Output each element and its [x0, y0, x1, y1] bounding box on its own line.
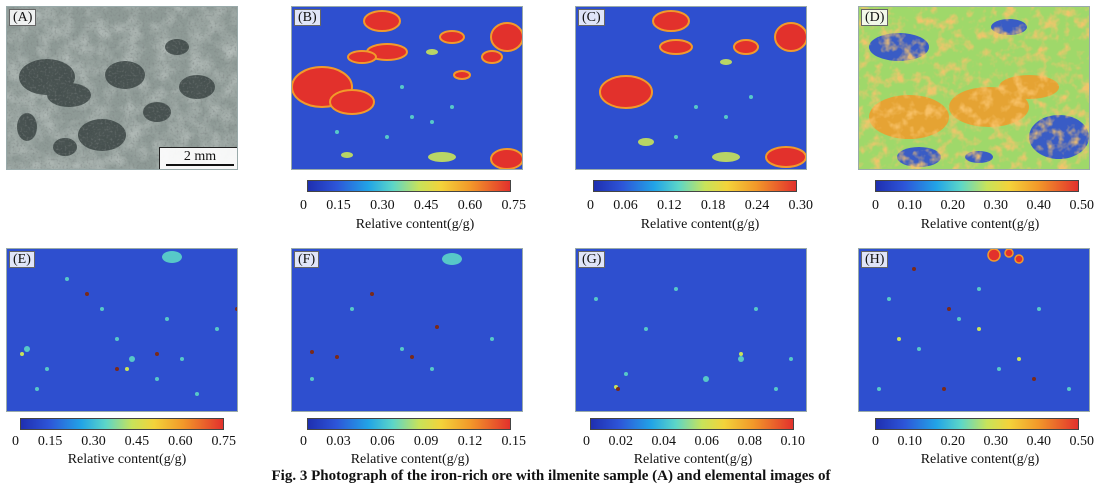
colorbar-c — [593, 180, 797, 192]
panel-g-elemental-map — [576, 249, 806, 411]
tick-label: 0.50 — [1069, 434, 1095, 449]
tick-label: 0 — [872, 198, 879, 213]
tick-label: 0.12 — [657, 198, 682, 213]
panel-b-elemental-map — [292, 7, 522, 169]
tick-label: 0 — [872, 434, 879, 449]
colorbar-d-label: Relative content(g/g) — [920, 217, 1040, 232]
tick-label: 0 — [587, 198, 594, 213]
tick-label: 0.09 — [413, 434, 439, 449]
colorbar-g-label: Relative content(g/g) — [633, 452, 753, 467]
tick-label: 0.15 — [501, 434, 526, 449]
tick-label: 0.45 — [413, 198, 439, 213]
panel-h-map: (H) — [858, 248, 1090, 412]
tick-label: 0.60 — [168, 434, 193, 449]
tick-label: 0.30 — [788, 198, 813, 213]
panel-f-map: (F) — [291, 248, 523, 412]
panel-f-label: (F) — [294, 251, 320, 268]
panel-d-map: (D) — [858, 6, 1090, 170]
colorbar-e-label: Relative content(g/g) — [67, 452, 187, 467]
figure-caption: Fig. 3 Photograph of the iron-rich ore w… — [271, 468, 831, 484]
colorbar-g-ticks: 0 0.02 0.04 0.06 0.08 0.10 — [583, 434, 805, 450]
panel-c-label: (C) — [578, 9, 605, 26]
tick-label: 0.06 — [694, 434, 720, 449]
colorbar-e — [20, 418, 224, 430]
panel-c-elemental-map — [576, 7, 806, 169]
panel-d-elemental-map — [859, 7, 1089, 169]
panel-b-map: (B) — [291, 6, 523, 170]
colorbar-h-label: Relative content(g/g) — [920, 452, 1040, 467]
tick-label: 0.02 — [608, 434, 634, 449]
colorbar-f — [307, 418, 511, 430]
scale-bar: 2 mm — [159, 147, 237, 169]
tick-label: 0.75 — [211, 434, 236, 449]
tick-label: 0.20 — [940, 198, 966, 213]
scale-bar-text: 2 mm — [183, 149, 217, 164]
panel-b-label: (B) — [294, 9, 321, 26]
colorbar-d — [875, 180, 1079, 192]
colorbar-h — [875, 418, 1079, 430]
tick-label: 0.18 — [700, 198, 726, 213]
panel-g-label: (G) — [578, 251, 606, 268]
tick-label: 0.20 — [940, 434, 966, 449]
tick-label: 0.15 — [326, 198, 351, 213]
panel-e-elemental-map — [7, 249, 237, 411]
tick-label: 0.60 — [457, 198, 483, 213]
panel-a-label: (A) — [9, 9, 37, 26]
tick-label: 0 — [300, 434, 307, 449]
panel-h-elemental-map — [859, 249, 1089, 411]
colorbar-f-ticks: 0 0.03 0.06 0.09 0.12 0.15 — [300, 434, 526, 450]
tick-label: 0.06 — [370, 434, 395, 449]
colorbar-c-ticks: 0 0.06 0.12 0.18 0.24 0.30 — [587, 198, 813, 214]
tick-label: 0.50 — [1069, 198, 1095, 213]
tick-label: 0.30 — [81, 434, 106, 449]
tick-label: 0.40 — [1026, 198, 1052, 213]
panel-a-photograph: (A) 2 mm — [6, 6, 238, 170]
tick-label: 0.30 — [983, 434, 1009, 449]
tick-label: 0.10 — [780, 434, 806, 449]
panel-f-elemental-map — [292, 249, 522, 411]
colorbar-d-ticks: 0 0.10 0.20 0.30 0.40 0.50 — [872, 198, 1094, 214]
tick-label: 0.08 — [737, 434, 763, 449]
ore-photo — [7, 7, 237, 169]
colorbar-f-label: Relative content(g/g) — [350, 452, 470, 467]
tick-label: 0.40 — [1026, 434, 1052, 449]
colorbar-c-label: Relative content(g/g) — [640, 217, 760, 232]
panel-h-label: (H) — [861, 251, 889, 268]
tick-label: 0.45 — [124, 434, 150, 449]
tick-label: 0.75 — [501, 198, 526, 213]
panel-d-label: (D) — [861, 9, 889, 26]
tick-label: 0.10 — [897, 198, 923, 213]
tick-label: 0.06 — [613, 198, 638, 213]
colorbar-b-ticks: 0 0.15 0.30 0.45 0.60 0.75 — [300, 198, 526, 214]
tick-label: 0.15 — [37, 434, 63, 449]
panel-g-map: (G) — [575, 248, 807, 412]
panel-e-map: (E) — [6, 248, 238, 412]
tick-label: 0 — [583, 434, 590, 449]
tick-label: 0 — [12, 434, 19, 449]
colorbar-e-ticks: 0 0.15 0.30 0.45 0.60 0.75 — [12, 434, 236, 450]
colorbar-h-ticks: 0 0.10 0.20 0.30 0.40 0.50 — [872, 434, 1094, 450]
tick-label: 0.24 — [744, 198, 770, 213]
tick-label: 0.04 — [651, 434, 677, 449]
tick-label: 0.10 — [897, 434, 923, 449]
tick-label: 0.12 — [457, 434, 483, 449]
tick-label: 0.03 — [326, 434, 351, 449]
tick-label: 0.30 — [983, 198, 1009, 213]
tick-label: 0 — [300, 198, 307, 213]
colorbar-b — [307, 180, 511, 192]
tick-label: 0.30 — [370, 198, 395, 213]
panel-c-map: (C) — [575, 6, 807, 170]
panel-e-label: (E) — [9, 251, 35, 268]
colorbar-b-label: Relative content(g/g) — [355, 217, 475, 232]
scale-bar-line — [166, 164, 234, 166]
colorbar-g — [590, 418, 794, 430]
